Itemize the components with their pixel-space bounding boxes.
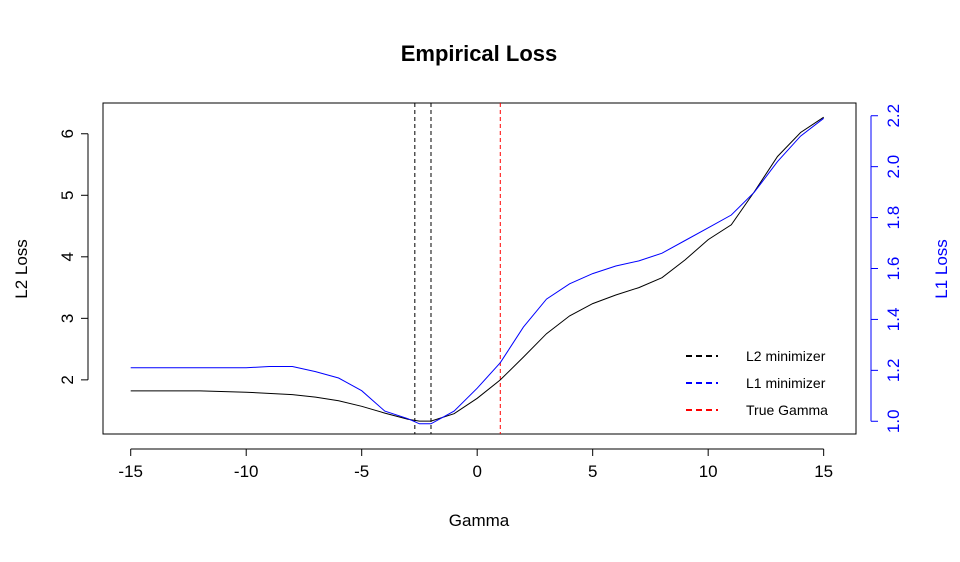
y-right-tick-label: 1.8	[884, 206, 903, 230]
y-right-axis-label: L1 Loss	[932, 239, 951, 299]
vertical-lines	[414, 103, 501, 434]
y-right-axis: 1.0 1.2 1.4 1.6 1.8 2.0 2.2	[870, 104, 903, 433]
x-tick-label: 10	[699, 462, 718, 481]
x-tick-label: -5	[354, 462, 369, 481]
y-left-tick-label: 5	[58, 191, 77, 200]
x-axis: -15 -10 -5 0 5 10 15	[118, 448, 833, 481]
series-group	[130, 116, 825, 425]
y-right-tick-label: 1.4	[884, 308, 903, 332]
y-right-tick-label: 2.0	[884, 155, 903, 179]
legend: L2 minimizer L1 minimizer True Gamma	[686, 348, 828, 418]
x-tick-label: -10	[234, 462, 259, 481]
legend-label-l2-minimizer: L2 minimizer	[746, 348, 826, 364]
y-left-tick-label: 3	[58, 314, 77, 323]
x-tick-label: 15	[814, 462, 833, 481]
y-left-tick-label: 6	[58, 129, 77, 138]
plot-frame	[102, 102, 857, 435]
x-tick-label: 5	[588, 462, 597, 481]
legend-label-l1-minimizer: L1 minimizer	[746, 375, 826, 391]
y-left-axis-label: L2 Loss	[12, 239, 31, 299]
y-left-tick-label: 2	[58, 375, 77, 384]
y-right-tick-label: 1.2	[884, 359, 903, 383]
y-right-tick-label: 2.2	[884, 104, 903, 128]
y-right-tick-label: 1.0	[884, 409, 903, 433]
y-left-tick-label: 4	[58, 252, 77, 261]
l1-loss-series-line	[130, 117, 825, 425]
y-left-axis: 2 3 4 5 6	[58, 129, 89, 385]
y-right-tick-label: 1.6	[884, 257, 903, 281]
x-tick-label: -15	[118, 462, 143, 481]
chart-title: Empirical Loss	[401, 41, 558, 66]
legend-label-true-gamma: True Gamma	[746, 402, 828, 418]
x-axis-label: Gamma	[449, 511, 510, 530]
l2-loss-series-line	[130, 116, 824, 422]
x-tick-label: 0	[472, 462, 481, 481]
